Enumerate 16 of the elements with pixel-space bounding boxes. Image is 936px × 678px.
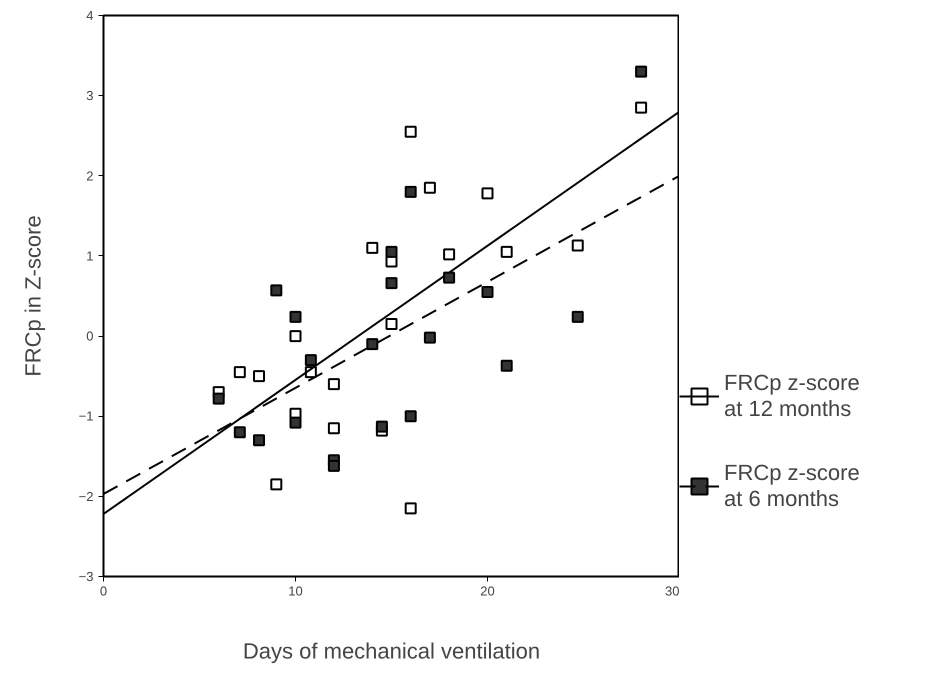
y-tick-label: −1 — [78, 408, 94, 424]
y-tick-label: 4 — [86, 8, 94, 23]
legend-label: FRCp z-score at 12 months — [724, 369, 860, 423]
legend-label: FRCp z-score at 6 months — [724, 459, 860, 513]
y-tick-label: −2 — [78, 488, 94, 504]
x-tick-label: 10 — [288, 584, 303, 598]
y-tick-label: 3 — [86, 88, 94, 104]
y-tick-label: 0 — [86, 328, 94, 344]
y-tick-label: −3 — [78, 569, 94, 584]
x-tick-label: 0 — [100, 584, 108, 598]
y-tick-label: 1 — [86, 248, 94, 264]
x-tick-label: 30 — [665, 584, 680, 598]
x-axis-title: Days of mechanical ventilation — [242, 638, 540, 664]
x-tick-label: 20 — [480, 584, 495, 598]
y-axis-title: FRCp in Z-score — [20, 215, 46, 377]
y-tick-label: 2 — [86, 168, 94, 184]
